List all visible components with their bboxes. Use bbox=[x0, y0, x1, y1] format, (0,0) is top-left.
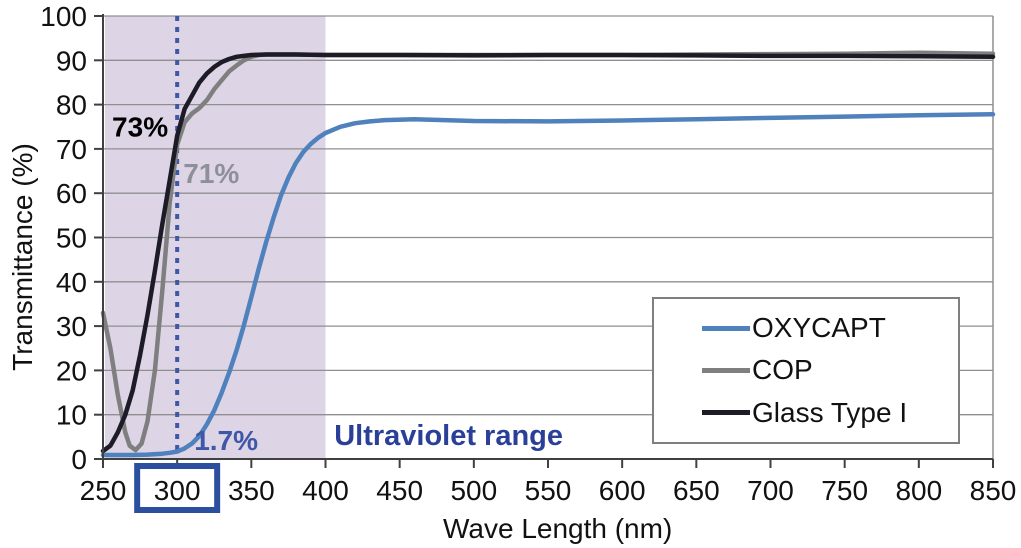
y-tick-label-70: 70 bbox=[56, 134, 87, 165]
x-tick-label-400: 400 bbox=[302, 475, 349, 506]
legend-item-oxycapt: OXYCAPT bbox=[702, 314, 958, 342]
y-tick-label-0: 0 bbox=[71, 444, 87, 475]
x-axis-title: Wave Length (nm) bbox=[443, 513, 673, 544]
series-line-oxycapt bbox=[100, 112, 996, 458]
x-tick-label-350: 350 bbox=[228, 475, 275, 506]
x-tick-label-750: 750 bbox=[821, 475, 868, 506]
x-tick-label-850: 850 bbox=[970, 475, 1017, 506]
highlight-box-300nm bbox=[134, 463, 221, 513]
y-tick-label-20: 20 bbox=[56, 355, 87, 386]
x-tick-label-250: 250 bbox=[80, 475, 127, 506]
y-tick-label-80: 80 bbox=[56, 90, 87, 121]
x-tick-label-650: 650 bbox=[673, 475, 720, 506]
y-tick-label-100: 100 bbox=[40, 1, 87, 32]
legend-item-glass: Glass Type I bbox=[702, 396, 958, 428]
glass-line-swatch bbox=[702, 410, 750, 416]
oxycapt-line-swatch bbox=[702, 325, 750, 331]
y-tick-label-10: 10 bbox=[56, 400, 87, 431]
legend-label: Glass Type I bbox=[752, 396, 908, 428]
y-tick-label-30: 30 bbox=[56, 311, 87, 342]
y-tick-label-40: 40 bbox=[56, 267, 87, 298]
x-tick-label-550: 550 bbox=[525, 475, 572, 506]
series-line-glass-type-i bbox=[100, 52, 996, 454]
uv-range-label: Ultraviolet range bbox=[334, 420, 563, 452]
annotation-73: 73% bbox=[112, 111, 168, 142]
legend: OXYCAPT COP Glass Type I bbox=[652, 297, 960, 444]
legend-item-cop: COP bbox=[702, 356, 958, 384]
y-tick-label-90: 90 bbox=[56, 45, 87, 76]
x-tick-label-800: 800 bbox=[895, 475, 942, 506]
y-tick-label-50: 50 bbox=[56, 223, 87, 254]
x-tick-label-450: 450 bbox=[376, 475, 423, 506]
cop-line-swatch bbox=[702, 367, 750, 373]
x-tick-label-700: 700 bbox=[747, 475, 794, 506]
x-tick-label-300: 300 bbox=[154, 475, 201, 506]
y-tick-label-60: 60 bbox=[56, 178, 87, 209]
x-tick-label-600: 600 bbox=[599, 475, 646, 506]
legend-label: OXYCAPT bbox=[752, 312, 886, 344]
x-tick-label-500: 500 bbox=[450, 475, 497, 506]
y-axis-title: Transmittance (%) bbox=[7, 143, 38, 371]
legend-label: COP bbox=[752, 354, 813, 386]
annotation-71: 71% bbox=[183, 158, 239, 189]
annotation-1-7: 1.7% bbox=[194, 425, 258, 456]
